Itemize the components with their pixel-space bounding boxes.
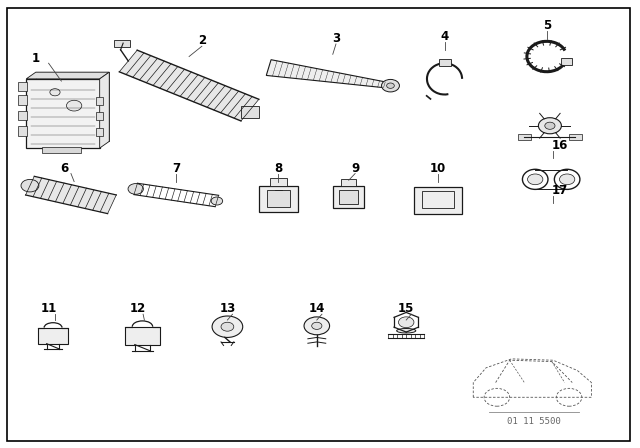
Text: 14: 14 [308,302,325,315]
Ellipse shape [397,328,416,333]
Circle shape [545,122,555,129]
Bar [440,59,451,66]
Bar [18,111,27,121]
Circle shape [559,174,575,185]
Polygon shape [26,72,109,79]
Text: 7: 7 [172,162,180,175]
Text: 17: 17 [551,184,568,197]
Bar [414,187,463,214]
Bar [518,134,531,140]
Bar [42,147,81,152]
Polygon shape [119,50,259,121]
Bar [114,39,130,47]
Bar [26,79,100,148]
Text: 15: 15 [398,302,415,315]
Bar [18,95,27,105]
Text: 16: 16 [551,139,568,152]
Circle shape [387,83,394,88]
Bar [97,128,103,136]
Text: 01 11 5500: 01 11 5500 [507,418,561,426]
Bar [259,186,298,212]
Bar [18,82,27,91]
Circle shape [527,174,543,185]
Bar [269,178,287,186]
Text: 1: 1 [32,52,40,65]
Bar [38,327,68,344]
Polygon shape [26,177,116,214]
Text: 9: 9 [351,162,359,175]
Text: 3: 3 [332,32,340,45]
Circle shape [67,100,82,111]
Circle shape [211,197,223,205]
Text: 10: 10 [430,162,446,175]
Circle shape [21,179,39,192]
Bar [125,327,161,345]
Text: 5: 5 [543,19,551,32]
Bar [97,112,103,121]
Circle shape [304,317,330,335]
Bar [18,126,27,136]
Circle shape [399,317,414,327]
Text: 13: 13 [220,302,236,315]
Text: 4: 4 [440,30,449,43]
Bar [333,186,364,208]
Circle shape [50,89,60,96]
Bar [267,190,290,207]
Bar [341,179,356,186]
Bar [339,190,358,204]
Bar [561,58,572,65]
Polygon shape [100,72,109,148]
Text: 6: 6 [60,162,68,175]
Text: 8: 8 [275,162,283,175]
Polygon shape [266,60,391,88]
Bar [241,106,259,118]
Circle shape [381,79,399,92]
Bar [569,134,582,140]
Circle shape [221,322,234,331]
Circle shape [538,118,561,134]
Bar [422,190,454,208]
Text: 2: 2 [198,34,206,47]
Bar [97,97,103,105]
Text: 11: 11 [40,302,57,315]
Bar [36,72,109,142]
Circle shape [212,316,243,337]
Text: 12: 12 [130,302,146,315]
Circle shape [312,322,322,329]
Circle shape [128,184,143,194]
